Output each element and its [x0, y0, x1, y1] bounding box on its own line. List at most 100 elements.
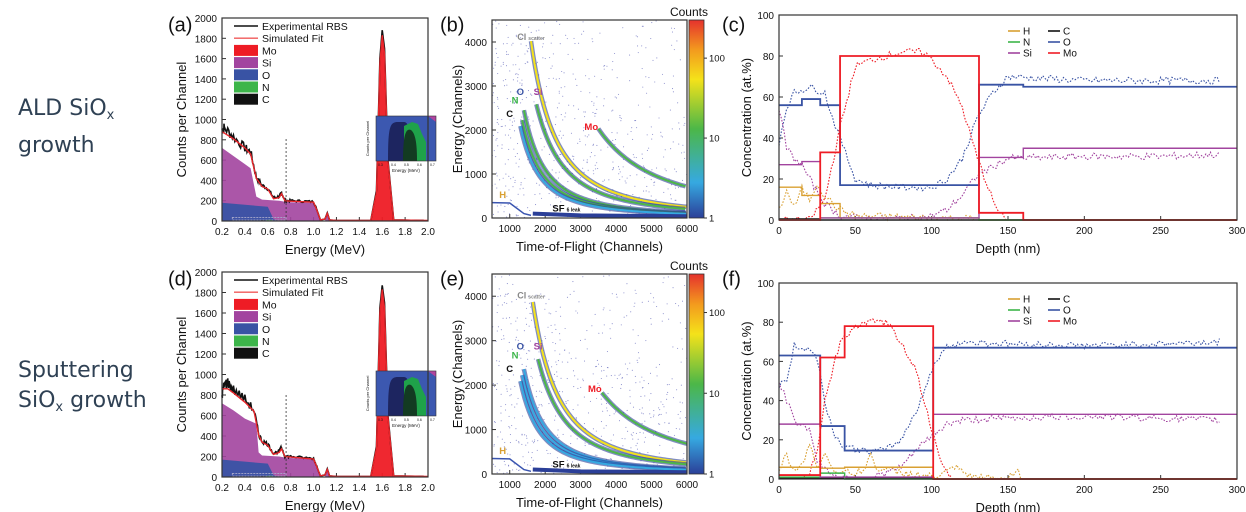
- background-count: [653, 182, 655, 184]
- background-count: [561, 391, 564, 393]
- background-count: [636, 359, 638, 361]
- background-count: [613, 413, 615, 415]
- background-count: [527, 61, 529, 63]
- background-count: [544, 295, 546, 297]
- background-count: [618, 420, 621, 422]
- x-tick-label: 200: [1076, 485, 1093, 496]
- background-count: [672, 287, 674, 289]
- x-tick-label: 100: [923, 485, 940, 496]
- colorbar-gradient: [688, 19, 705, 219]
- background-count: [675, 428, 677, 430]
- background-count: [505, 51, 508, 53]
- background-count: [583, 360, 586, 362]
- background-count: [626, 177, 628, 179]
- background-count: [531, 377, 533, 379]
- background-count: [623, 316, 625, 318]
- background-count: [516, 329, 518, 331]
- x-tick-label: 1.2: [329, 483, 343, 494]
- background-count: [506, 302, 508, 304]
- background-count: [642, 386, 644, 389]
- colorbar-tick-label: 10: [709, 389, 720, 400]
- background-count: [558, 92, 560, 94]
- background-count: [641, 157, 644, 159]
- background-count: [540, 197, 543, 199]
- background-count: [493, 386, 495, 388]
- background-count: [548, 381, 550, 384]
- tof-e-map-panel-e: (e) 1000 2000 3000 4000 5000 6000 0 1000 2000 3000…: [440, 259, 725, 510]
- background-count: [681, 179, 684, 182]
- background-count: [596, 365, 598, 368]
- background-count: [642, 432, 644, 434]
- background-count: [564, 327, 566, 330]
- background-count: [569, 293, 571, 295]
- annotation-h: H: [499, 190, 506, 201]
- track-sf6-leak: [532, 211, 687, 218]
- background-count: [596, 144, 598, 147]
- background-count: [529, 340, 531, 342]
- fit-step-h: [779, 186, 1237, 221]
- x-axis-label: Depth (nm): [975, 500, 1040, 512]
- background-count: [596, 162, 598, 164]
- background-count: [671, 44, 673, 46]
- background-count: [627, 368, 629, 370]
- background-count: [543, 419, 545, 421]
- background-count: [681, 152, 683, 154]
- legend-swatch-o: [234, 69, 258, 81]
- background-count: [537, 407, 539, 409]
- background-count: [555, 172, 557, 174]
- background-count: [492, 382, 494, 385]
- inset-x-tick-label: 0.7: [430, 163, 435, 167]
- background-count: [579, 138, 581, 140]
- background-count: [527, 358, 529, 360]
- background-count: [607, 146, 609, 148]
- background-count: [516, 153, 518, 155]
- background-count: [631, 127, 633, 129]
- x-tick-label: 1.2: [329, 227, 343, 238]
- background-count: [683, 124, 685, 126]
- background-count: [634, 375, 636, 378]
- background-count: [611, 169, 613, 171]
- background-count: [644, 177, 646, 179]
- background-count: [566, 38, 568, 40]
- background-count: [642, 165, 645, 167]
- background-count: [512, 64, 514, 66]
- area-o: [222, 459, 280, 477]
- background-count: [561, 361, 563, 363]
- background-count: [549, 57, 551, 59]
- background-count: [666, 384, 668, 386]
- background-count: [515, 162, 517, 164]
- background-count: [660, 401, 662, 403]
- background-count: [527, 295, 529, 297]
- legend-label: C: [262, 94, 270, 106]
- background-count: [641, 301, 643, 303]
- background-count: [621, 377, 623, 379]
- background-count: [493, 445, 495, 447]
- background-count: [574, 43, 576, 45]
- background-count: [584, 144, 587, 146]
- background-count: [544, 308, 546, 310]
- background-count: [602, 410, 604, 412]
- background-count: [594, 366, 597, 368]
- x-tick-label: 6000: [676, 224, 699, 235]
- background-count: [546, 449, 548, 452]
- background-count: [496, 360, 498, 362]
- y-tick-label: 100: [757, 11, 774, 22]
- background-count: [497, 105, 499, 107]
- annotation-si: Si: [534, 87, 543, 98]
- map-points: [492, 20, 687, 218]
- background-count: [551, 465, 553, 467]
- background-count: [608, 275, 610, 277]
- y-tick-label: 200: [200, 197, 217, 208]
- background-count: [532, 459, 534, 461]
- background-count: [587, 412, 590, 414]
- background-count: [534, 36, 537, 39]
- background-count: [550, 313, 552, 315]
- background-count: [542, 57, 544, 59]
- background-count: [680, 384, 682, 386]
- background-count: [586, 330, 588, 332]
- background-count: [502, 61, 504, 63]
- background-count: [528, 451, 530, 453]
- background-count: [582, 378, 584, 380]
- background-count: [677, 102, 679, 104]
- background-count: [535, 396, 537, 398]
